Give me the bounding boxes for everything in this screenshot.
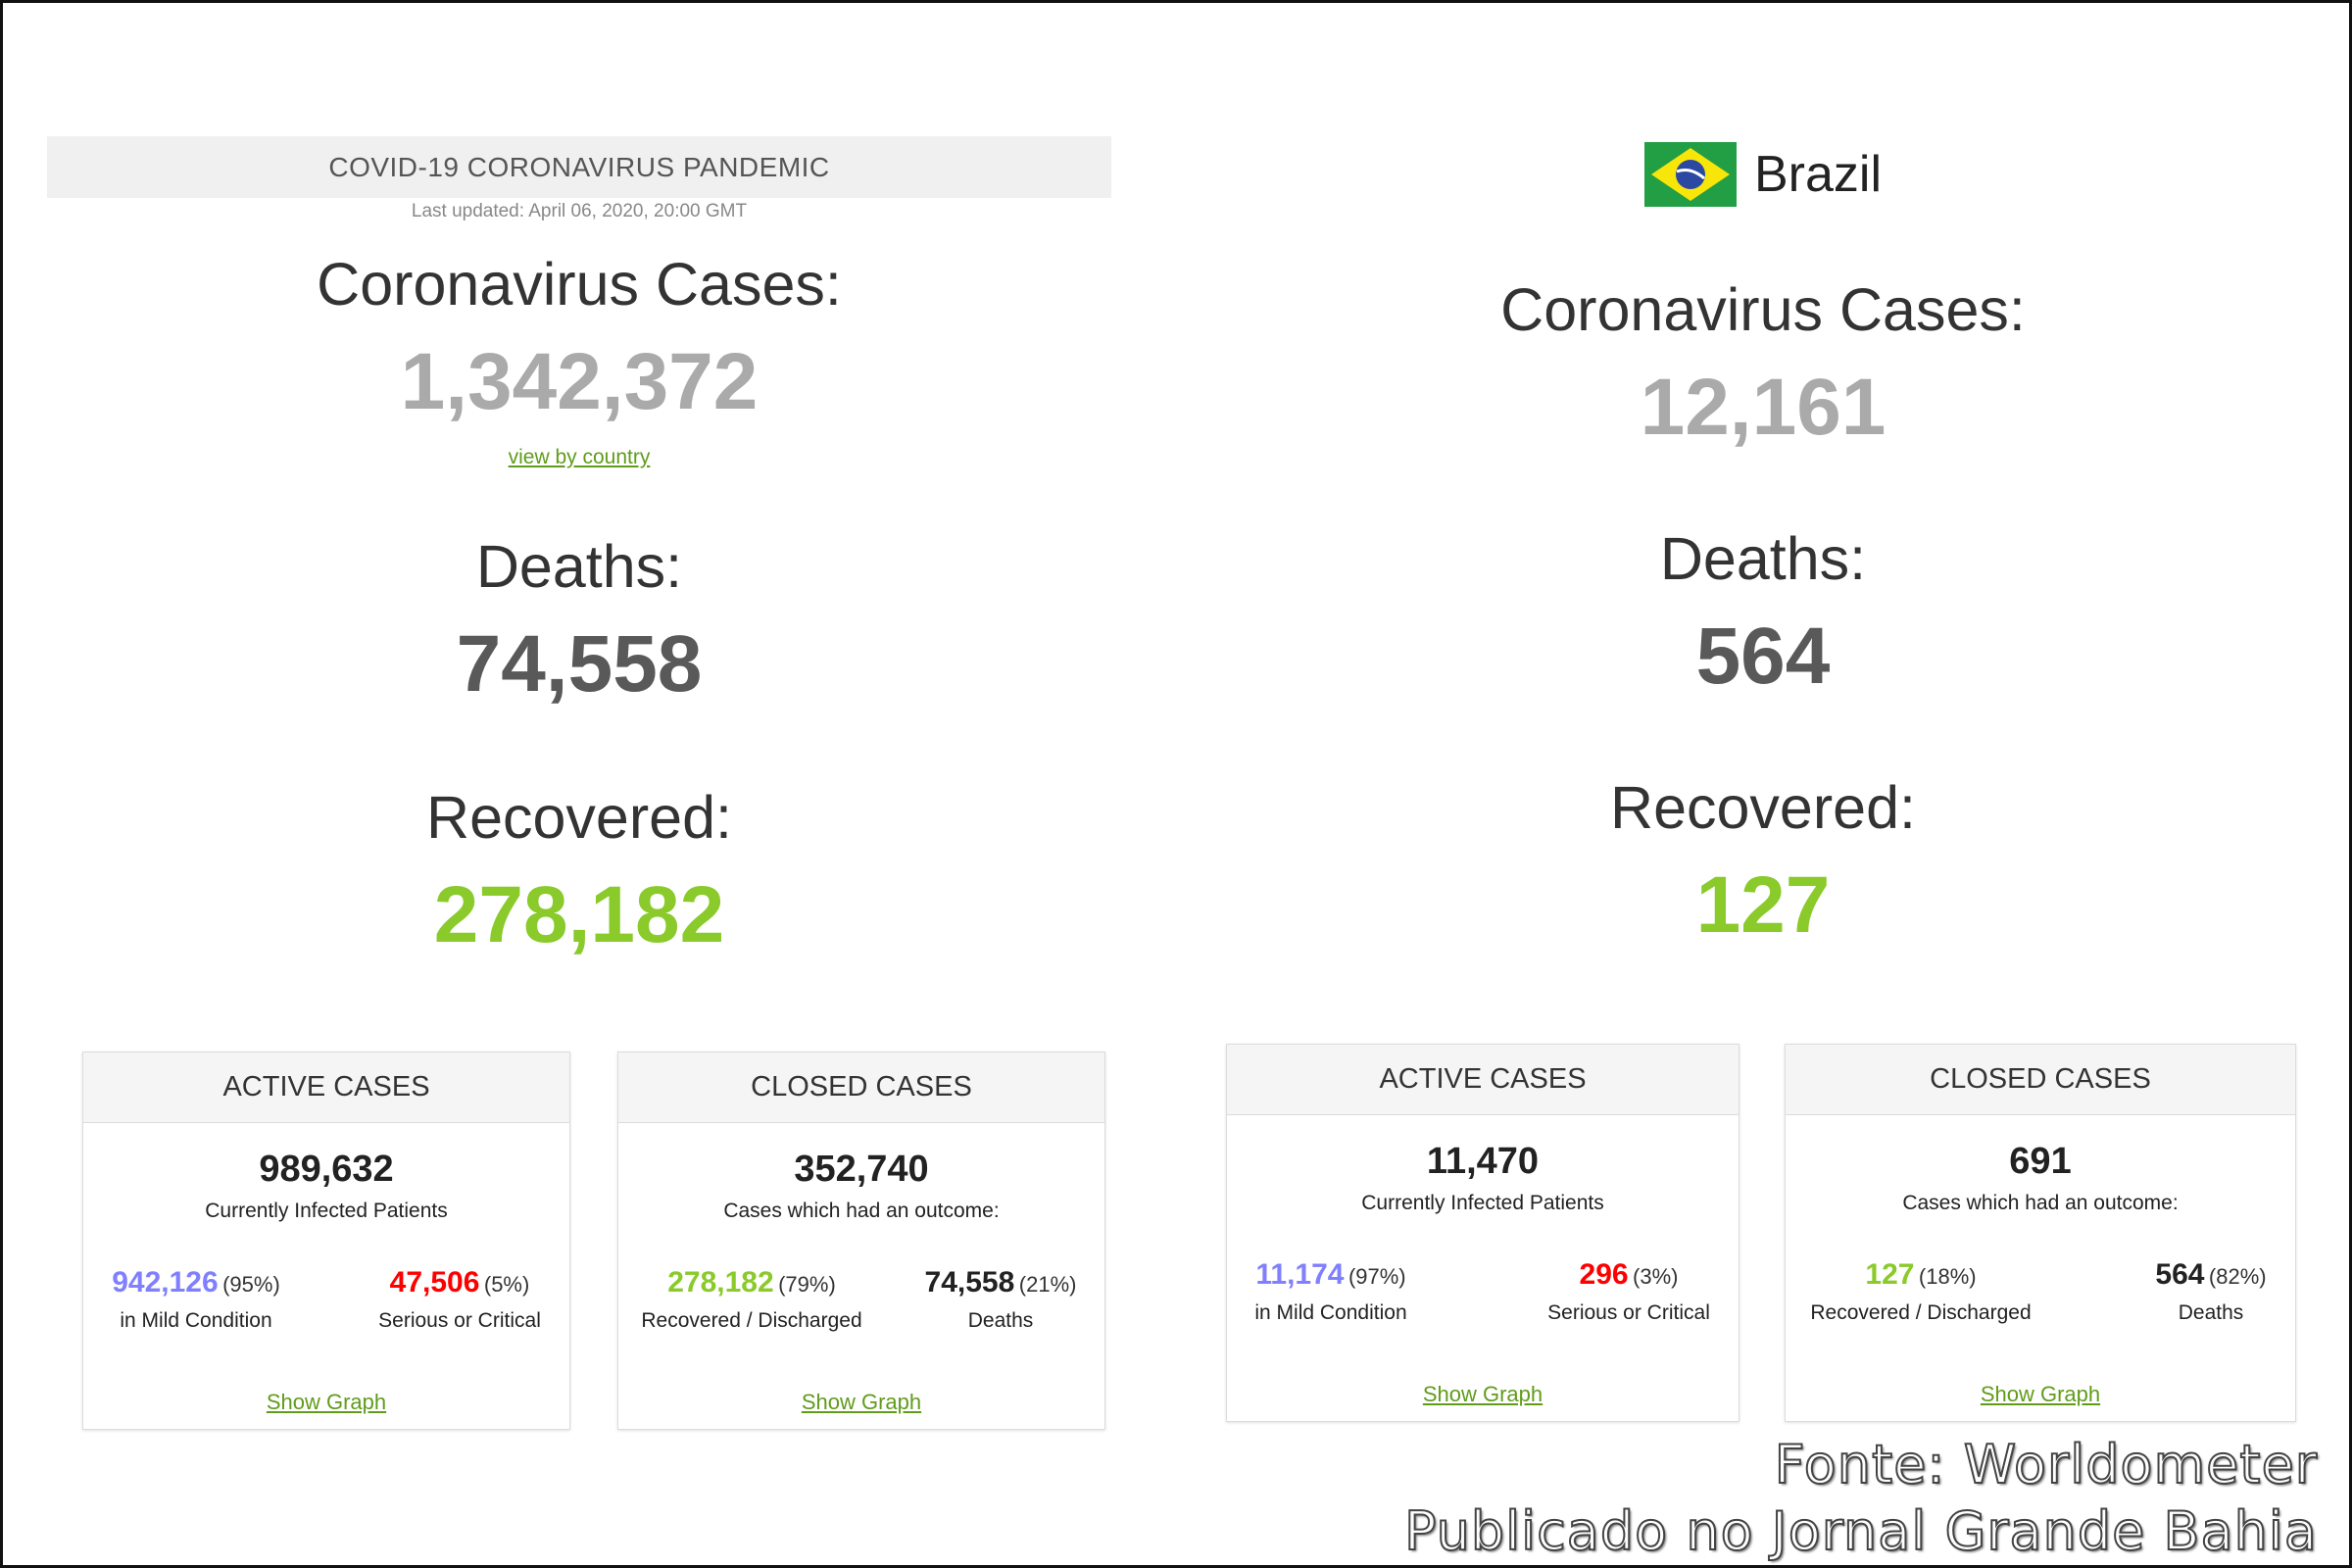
brazil-active-cases-panel: ACTIVE CASES 11,470 Currently Infected P…	[1226, 1044, 1740, 1422]
deaths-stat: 74,558 (21%) Deaths	[912, 1266, 1089, 1333]
brazil-flag-icon	[1643, 142, 1737, 207]
brazil-deaths-label: Deaths:	[1659, 525, 1867, 592]
world-cases-count: 1,342,372	[400, 337, 759, 426]
deaths-label: Deaths	[967, 1309, 1034, 1332]
deaths-value: 564	[2155, 1258, 2205, 1291]
recovered-pct: (18%)	[1918, 1264, 1977, 1289]
brazil-recovered-label: Recovered:	[1610, 774, 1916, 841]
brazil-deaths-count: 564	[1695, 612, 1831, 701]
panel-title: ACTIVE CASES	[83, 1053, 569, 1123]
active-subtitle: Currently Infected Patients	[205, 1200, 448, 1222]
deaths-pct: (82%)	[2208, 1264, 2267, 1289]
world-active-cases-panel: ACTIVE CASES 989,632 Currently Infected …	[82, 1052, 570, 1430]
show-graph-link[interactable]: Show Graph	[1980, 1382, 2101, 1406]
closed-subtitle: Cases which had an outcome:	[723, 1200, 1000, 1222]
world-closed-cases-panel: CLOSED CASES 352,740 Cases which had an …	[617, 1052, 1105, 1430]
world-cases-label: Coronavirus Cases:	[317, 251, 842, 318]
mild-label: in Mild Condition	[120, 1309, 272, 1332]
world-deaths-label: Deaths:	[475, 533, 683, 600]
recovered-pct: (79%)	[778, 1272, 836, 1297]
mild-label: in Mild Condition	[1254, 1301, 1407, 1324]
brazil-cases-label: Coronavirus Cases:	[1500, 276, 2026, 343]
recovered-value: 127	[1865, 1258, 1915, 1291]
closed-total: 691	[2009, 1141, 2072, 1182]
country-header: Brazil	[1208, 140, 2318, 209]
show-graph-link[interactable]: Show Graph	[266, 1390, 387, 1414]
world-recovered-label: Recovered:	[426, 784, 732, 851]
deaths-value: 74,558	[924, 1266, 1015, 1298]
world-recovered-count: 278,182	[433, 870, 725, 959]
recovered-stat: 278,182 (79%) Recovered / Discharged	[634, 1266, 869, 1333]
show-graph-link[interactable]: Show Graph	[1422, 1382, 1544, 1406]
active-total: 989,632	[259, 1149, 394, 1190]
deaths-label: Deaths	[2178, 1301, 2244, 1324]
source-credit: Fonte: Worldometer	[1774, 1433, 2318, 1496]
active-subtitle: Currently Infected Patients	[1361, 1192, 1604, 1214]
mild-pct: (95%)	[222, 1272, 280, 1297]
brazil-cases-count: 12,161	[1640, 363, 1886, 452]
serious-label: Serious or Critical	[378, 1309, 541, 1332]
serious-pct: (5%)	[483, 1272, 530, 1297]
deaths-stat: 564 (82%) Deaths	[2142, 1258, 2279, 1325]
panel-title: CLOSED CASES	[1786, 1045, 2295, 1115]
serious-value: 47,506	[389, 1266, 480, 1298]
active-total: 11,470	[1426, 1141, 1540, 1182]
country-name: Brazil	[1753, 146, 1883, 203]
brazil-recovered-count: 127	[1695, 860, 1831, 950]
recovered-value: 278,182	[667, 1266, 774, 1298]
pandemic-title: COVID-19 CORONAVIRUS PANDEMIC	[47, 136, 1111, 198]
recovered-stat: 127 (18%) Recovered / Discharged	[1803, 1258, 2038, 1325]
world-deaths-count: 74,558	[456, 619, 703, 709]
view-by-country-link[interactable]: view by country	[508, 446, 651, 468]
serious-stat: 296 (3%) Serious or Critical	[1533, 1258, 1725, 1325]
mild-pct: (97%)	[1348, 1264, 1406, 1289]
serious-pct: (3%)	[1633, 1264, 1679, 1289]
serious-label: Serious or Critical	[1547, 1301, 1710, 1324]
panel-title: ACTIVE CASES	[1227, 1045, 1739, 1115]
brazil-closed-cases-panel: CLOSED CASES 691 Cases which had an outc…	[1785, 1044, 2296, 1422]
serious-stat: 47,506 (5%) Serious or Critical	[364, 1266, 556, 1333]
mild-stat: 11,174 (97%) in Mild Condition	[1243, 1258, 1419, 1325]
mild-stat: 942,126 (95%) in Mild Condition	[103, 1266, 289, 1333]
closed-subtitle: Cases which had an outcome:	[1902, 1192, 2179, 1214]
mild-value: 11,174	[1255, 1258, 1345, 1291]
recovered-label: Recovered / Discharged	[641, 1309, 862, 1332]
serious-value: 296	[1579, 1258, 1629, 1291]
recovered-label: Recovered / Discharged	[1810, 1301, 2032, 1324]
mild-value: 942,126	[112, 1266, 219, 1298]
show-graph-link[interactable]: Show Graph	[801, 1390, 922, 1414]
deaths-pct: (21%)	[1018, 1272, 1077, 1297]
publisher-credit: Publicado no Jornal Grande Bahia	[1403, 1499, 2318, 1563]
last-updated: Last updated: April 06, 2020, 20:00 GMT	[411, 201, 748, 221]
closed-total: 352,740	[794, 1149, 929, 1190]
panel-title: CLOSED CASES	[618, 1053, 1104, 1123]
